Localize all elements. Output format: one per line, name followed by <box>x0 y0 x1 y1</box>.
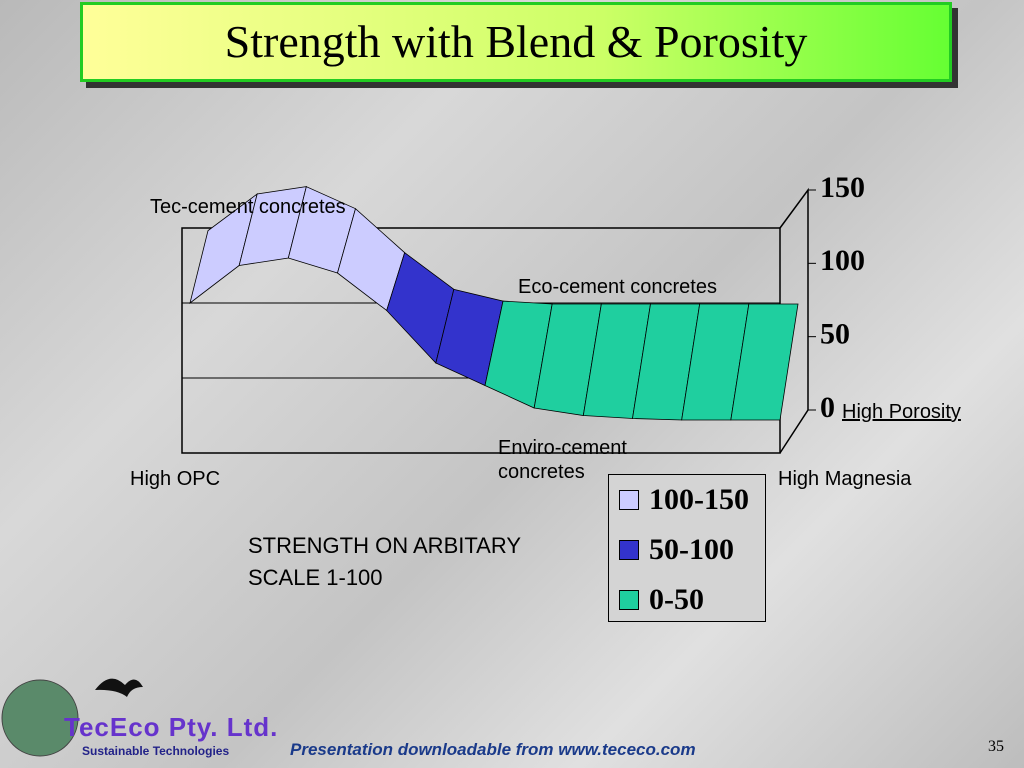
footer-link[interactable]: Presentation downloadable from www.tecec… <box>290 740 696 759</box>
depth-label: High Porosity <box>842 401 961 423</box>
z-tick-label: 0 <box>820 391 835 424</box>
z-tick-label: 150 <box>820 171 865 204</box>
x-start-label: High OPC <box>130 468 221 490</box>
company: TecEco Pty. Ltd. <box>64 712 279 742</box>
annotation: Enviro-cement concretes <box>498 437 627 483</box>
page-number: 35 <box>988 738 1004 755</box>
slide-title: Strength with Blend & Porosity <box>80 2 952 82</box>
legend-swatch <box>619 490 639 510</box>
z-tick-label: 50 <box>820 318 850 351</box>
annotation: Eco-cement concretes <box>518 276 717 298</box>
annotation: Tec-cement concretes <box>150 196 346 218</box>
legend-swatch <box>619 540 639 560</box>
legend: 100-150 50-100 0-50 <box>608 474 766 622</box>
side-wall <box>779 187 809 454</box>
surface-patch <box>730 303 799 421</box>
tagline: Sustainable Technologies <box>82 744 230 758</box>
legend-label: 100-150 <box>649 483 749 516</box>
legend-entry: 100-150 <box>619 483 749 517</box>
x-end-label: High Magnesia <box>778 468 912 490</box>
legend-entry: 50-100 <box>619 533 734 567</box>
legend-entry: 0-50 <box>619 583 704 617</box>
legend-swatch <box>619 590 639 610</box>
legend-label: 50-100 <box>649 533 734 566</box>
z-tick-label: 100 <box>820 244 865 277</box>
legend-label: 0-50 <box>649 583 704 616</box>
note: STRENGTH ON ARBITARY SCALE 1-100 <box>248 533 521 590</box>
